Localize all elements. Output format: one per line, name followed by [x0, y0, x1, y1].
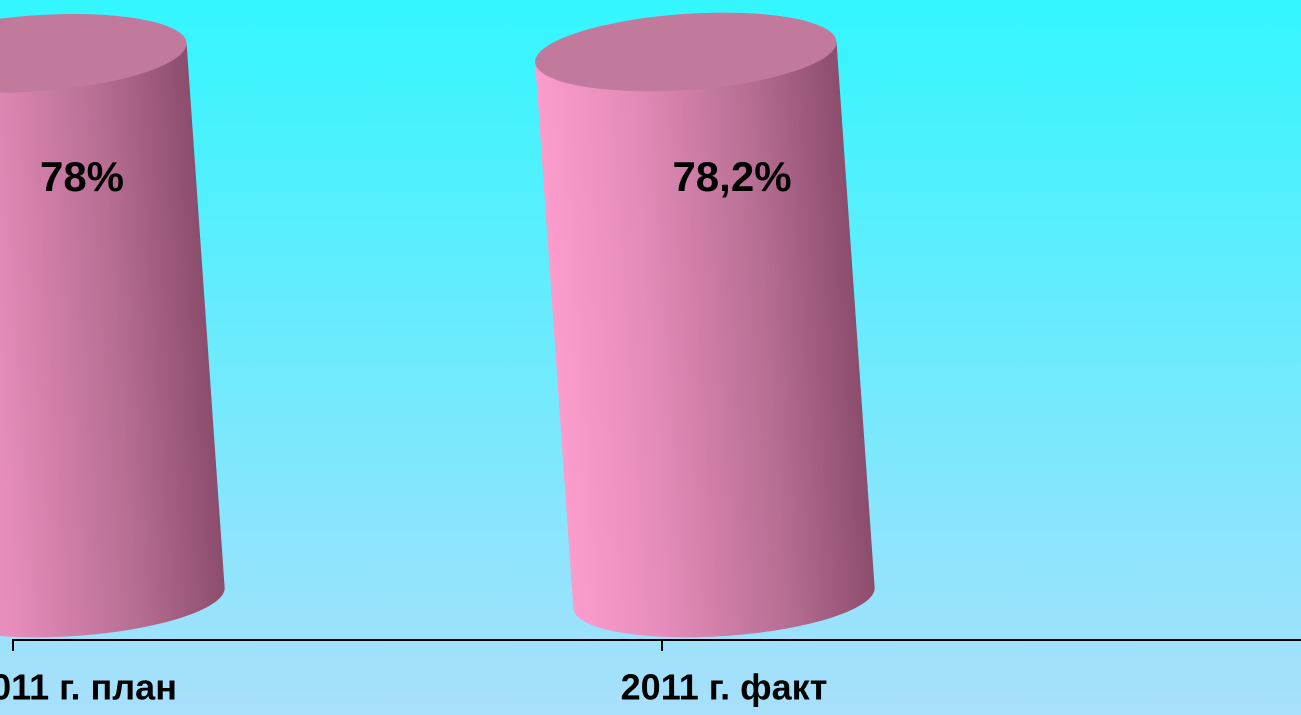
cylinder: [535, 12, 875, 638]
value-label: 78,2%: [672, 153, 791, 200]
x-tick-label: 2011 г. факт: [621, 667, 828, 708]
bar-top: [535, 12, 837, 92]
bar: [0, 42, 225, 638]
cylinder: [0, 13, 225, 638]
bar: [535, 41, 875, 638]
value-label: 78%: [40, 153, 124, 200]
bar-top: [0, 13, 187, 93]
x-tick-label: 2011 г. план: [0, 667, 177, 708]
